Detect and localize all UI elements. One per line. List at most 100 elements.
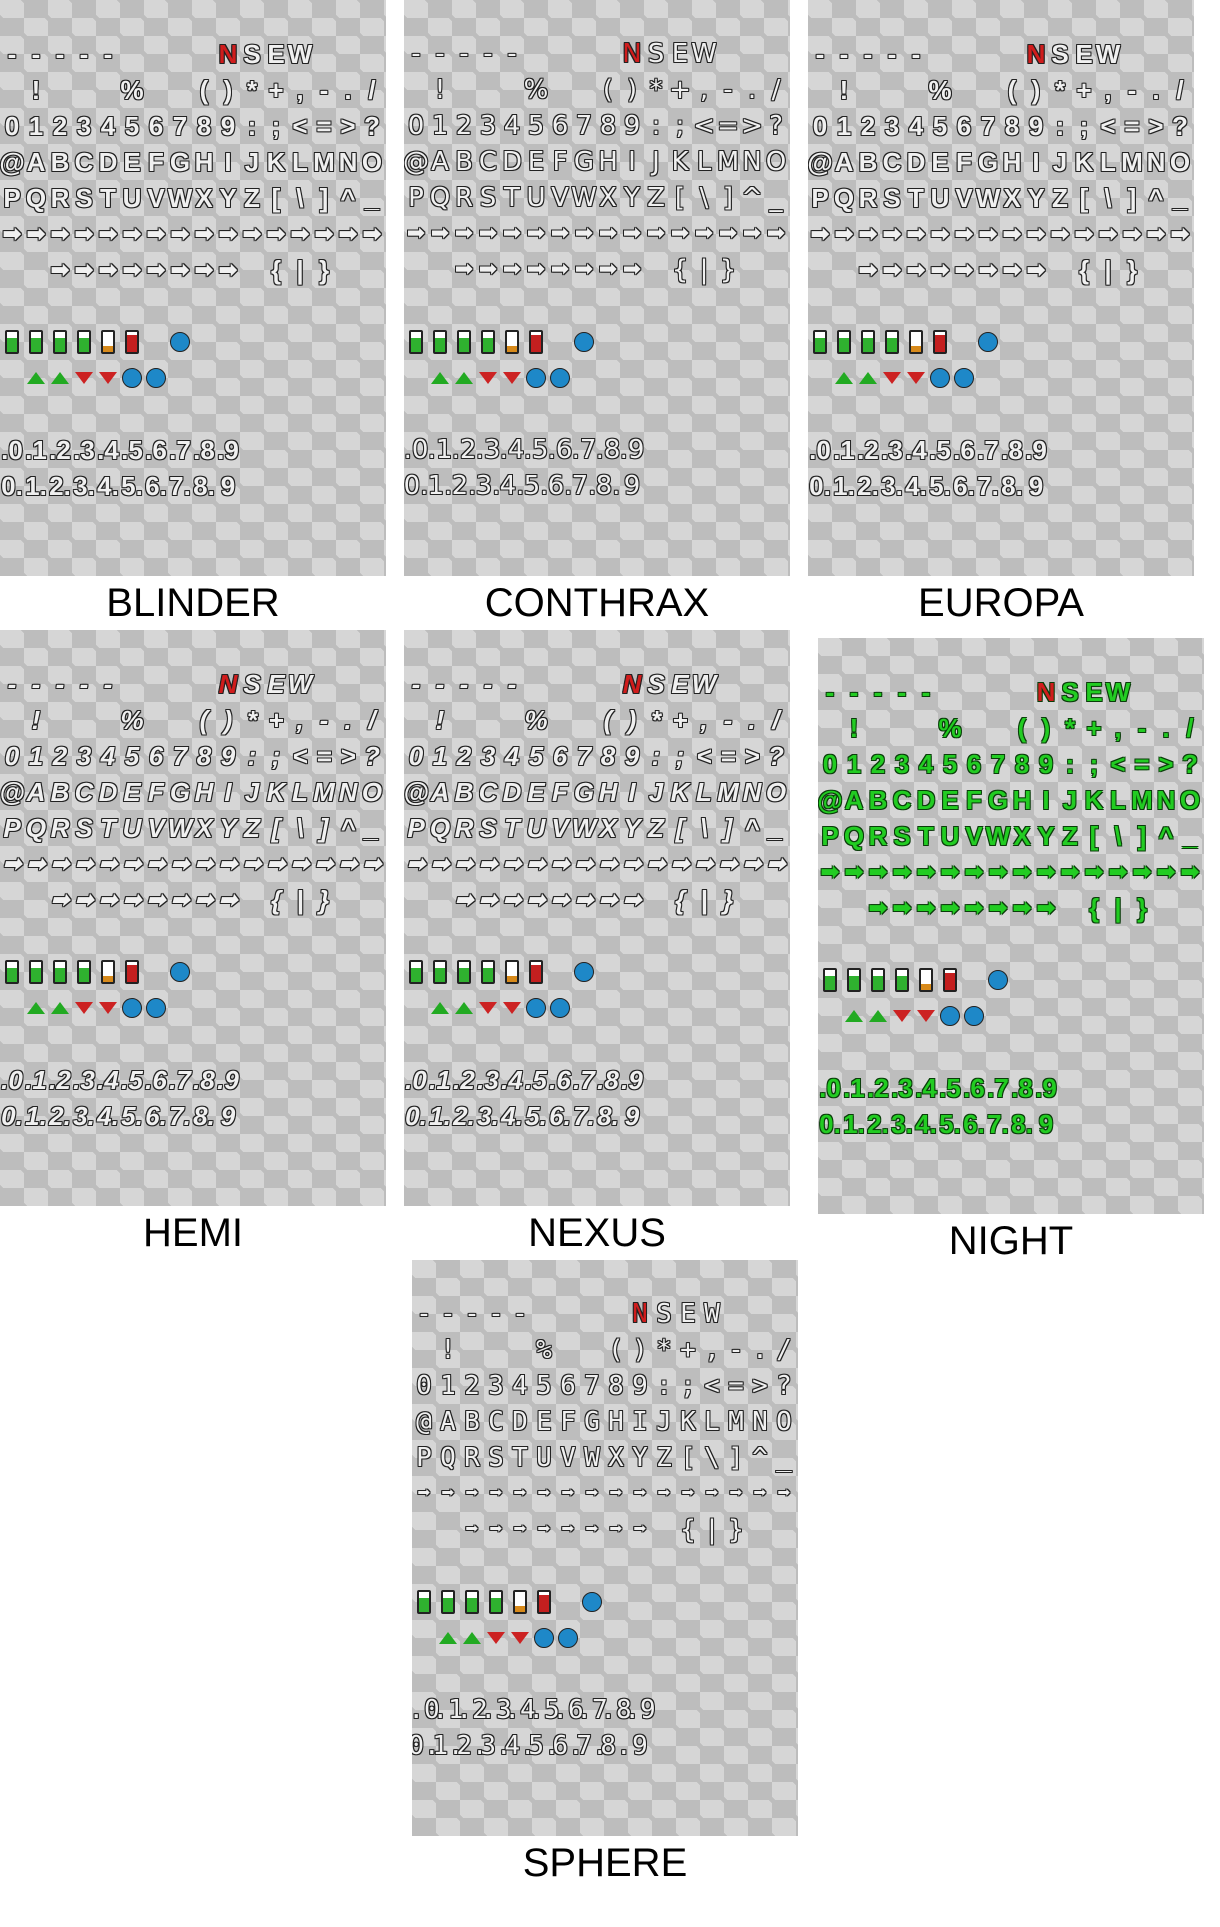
- glyph-cell: [24, 396, 48, 432]
- glyph-cell: [880, 360, 904, 396]
- glyph-cell: [0, 630, 24, 666]
- glyph-cell: [620, 288, 644, 324]
- glyph-row: P Q R S T U V W X Y Z[\] ^ _: [404, 810, 790, 846]
- glyph-cell: [572, 702, 596, 738]
- glyph-cell: [0, 540, 24, 576]
- glyph-cell: L: [292, 777, 308, 807]
- glyph-cell: ➡: [146, 851, 166, 876]
- glyph-cell: [168, 1026, 192, 1062]
- glyph-cell: 7: [172, 741, 188, 771]
- glyph-cell: [724, 1692, 748, 1728]
- glyph-cell: [832, 540, 856, 576]
- glyph-cell: ➡: [537, 1481, 551, 1506]
- glyph-cell: [460, 1548, 484, 1584]
- glyph-cell: ➡: [1074, 221, 1094, 246]
- glyph-cell: }: [728, 1515, 744, 1545]
- glyph-cell: C: [478, 777, 498, 807]
- glyph-cell: [24, 540, 48, 576]
- glyph-cell: [716, 468, 740, 504]
- glyph-cell: ➡: [1012, 859, 1032, 884]
- glyph-cell: [962, 638, 986, 674]
- glyph-cell: [1144, 432, 1168, 468]
- glyph-cell: 5.: [929, 471, 951, 501]
- glyph-cell: [120, 918, 144, 954]
- glyph-cell: ➡: [670, 851, 690, 876]
- glyph-row: !%() * +, -. /: [404, 72, 790, 108]
- glyph-cell: ,: [704, 1335, 720, 1365]
- glyph-cell: [548, 540, 572, 576]
- glyph-cell: L: [1110, 785, 1126, 815]
- glyph-cell: ➡: [502, 851, 522, 876]
- glyph-cell: [168, 990, 192, 1026]
- glyph-cell: ➡: [170, 257, 190, 282]
- glyph-cell: [216, 360, 240, 396]
- glyph-cell: 4.: [915, 1109, 937, 1139]
- glyph-cell: [48, 702, 72, 738]
- glyph-cell: ➡: [194, 887, 214, 912]
- glyph-cell: S: [243, 669, 261, 699]
- glyph-cell: [976, 396, 1000, 432]
- glyph-cell: [336, 1170, 360, 1206]
- glyph-cell: 0: [408, 741, 424, 771]
- glyph-cell: +: [268, 75, 284, 105]
- glyph-cell: [668, 990, 692, 1026]
- glyph-cell: Y: [624, 183, 640, 213]
- battery-icon: [53, 330, 67, 354]
- glyph-cell: N: [632, 1299, 648, 1329]
- glyph-cell: }: [318, 255, 330, 285]
- glyph-row: ➡ ➡ ➡ ➡ ➡ ➡ ➡ ➡ ➡ ➡ ➡ ➡ ➡ ➡ ➡ ➡: [404, 846, 790, 882]
- glyph-cell: [1144, 288, 1168, 324]
- glyph-cell: {: [1088, 893, 1100, 923]
- glyph-cell: [880, 288, 904, 324]
- glyph-cell: 1.: [843, 1109, 865, 1139]
- glyph-cell: <: [292, 111, 308, 141]
- glyph-cell: [1106, 638, 1130, 674]
- glyph-cell: [48, 360, 72, 396]
- glyph-cell: ➡: [550, 257, 570, 282]
- glyph-cell: [716, 396, 740, 432]
- glyph-cell: F: [560, 1407, 576, 1437]
- glyph-cell: [620, 504, 644, 540]
- glyph-cell: -: [815, 39, 825, 69]
- glyph-cell: 1.: [25, 1101, 47, 1131]
- glyph-cell: [476, 702, 500, 738]
- glyph-row: P Q R S T U V W X Y Z[\] ^ _: [0, 810, 386, 846]
- glyph-cell: [192, 918, 216, 954]
- glyph-row: [0, 0, 386, 36]
- glyph-cell: [476, 540, 500, 576]
- glyph-cell: [360, 432, 384, 468]
- glyph-cell: [476, 630, 500, 666]
- glyph-cell: 2: [455, 111, 473, 141]
- up-arrow-icon: [455, 372, 473, 384]
- glyph-cell: ➡: [170, 221, 190, 246]
- glyph-cell: P: [3, 183, 21, 213]
- glyph-cell: .6: [953, 435, 975, 465]
- glyph-row: ➡ ➡ ➡ ➡ ➡ ➡ ➡ ➡ ➡ ➡ ➡ ➡ ➡ ➡ ➡ ➡: [0, 846, 386, 882]
- glyph-cell: %: [938, 713, 962, 743]
- glyph-cell: [48, 504, 72, 540]
- glyph-cell: [412, 1656, 436, 1692]
- glyph-row: .0.1.2.3.4.5.6.7.8.9: [0, 432, 386, 468]
- glyph-cell: [548, 702, 572, 738]
- glyph-cell: [428, 324, 452, 360]
- glyph-cell: [962, 1178, 986, 1214]
- glyph-cell: [1058, 1178, 1082, 1214]
- glyph-cell: [938, 1034, 962, 1070]
- glyph-cell: 8: [608, 1371, 624, 1401]
- glyph-cell: N: [622, 669, 642, 699]
- glyph-cell: [460, 1656, 484, 1692]
- glyph-cell: W: [1105, 677, 1131, 707]
- glyph-cell: [1010, 998, 1034, 1034]
- glyph-cell: E: [267, 669, 285, 699]
- glyph-cell: [168, 396, 192, 432]
- glyph-cell: [668, 954, 692, 990]
- glyph-cell: .9: [217, 1065, 239, 1095]
- glyph-cell: [596, 1134, 620, 1170]
- glyph-cell: [692, 288, 716, 324]
- glyph-cell: [668, 540, 692, 576]
- glyph-cell: =: [728, 1371, 744, 1401]
- glyph-cell: [168, 288, 192, 324]
- glyph-cell: [500, 72, 524, 108]
- glyph-cell: \: [700, 813, 708, 843]
